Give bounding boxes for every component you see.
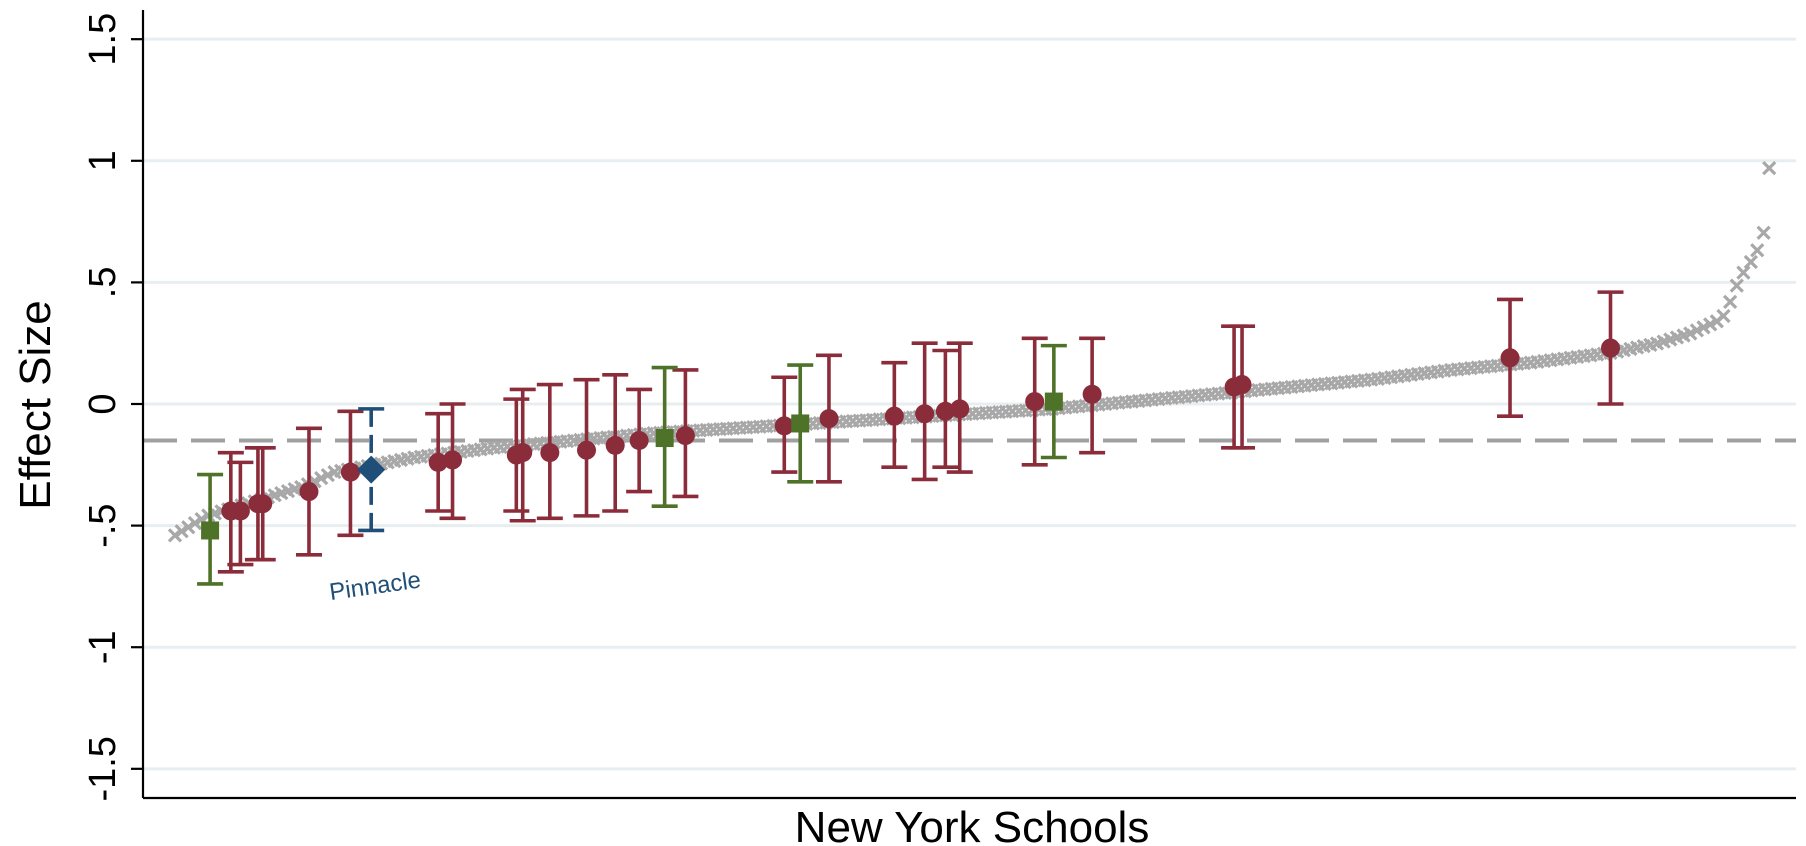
school-point [167,528,183,543]
school-point [1750,243,1765,258]
estimate-marker-circle [819,409,839,429]
estimate-marker-circle [605,435,625,455]
x-axis-title: New York Schools [795,803,1150,846]
estimate-marker-diamond [357,455,386,484]
estimate-marker-square [791,414,810,433]
school-point [181,520,196,535]
estimate-marker-circle [513,443,533,463]
estimate-marker-square [1044,392,1063,411]
y-tick-label: 1.5 [82,13,124,66]
estimate-marker-circle [884,406,904,426]
estimate-marker-circle [950,399,970,419]
highlighted-points [201,338,1620,540]
estimate-marker-square [655,429,674,448]
y-tick-label: .5 [82,267,124,299]
estimate-marker-circle [577,440,597,460]
estimate-marker-circle [935,401,955,421]
y-tick-label: -.5 [82,503,124,547]
estimate-marker-circle [1025,392,1045,412]
estimate-marker-circle [915,404,935,424]
estimate-marker-circle [253,494,273,514]
school-point [1722,294,1738,309]
axes [131,10,1796,800]
y-tick-label: 0 [82,393,124,414]
error-bars [197,290,1624,586]
estimate-marker-circle [340,462,360,482]
background-points [167,160,1777,543]
estimate-marker-circle [629,430,649,450]
school-point [1743,254,1758,270]
estimate-marker-circle [230,501,250,521]
school-point [174,524,189,539]
y-tick-label: -1 [82,630,124,664]
school-point [187,516,203,531]
school-point [1716,308,1731,324]
gridlines [143,37,1796,771]
estimate-marker-circle [1601,338,1620,358]
estimate-marker-circle [443,450,463,470]
school-point [1736,265,1751,280]
estimate-marker-circle [299,482,319,502]
estimate-marker-circle [1232,375,1252,395]
estimate-marker-square [201,521,220,540]
school-point [1762,160,1777,176]
y-axis-title: Effect Size [11,300,60,510]
school-point [1729,278,1744,293]
y-tick-label: -1.5 [82,736,124,801]
pinnacle-annotation: Pinnacle [328,567,423,607]
y-tick-label: 1 [82,150,124,171]
estimate-marker-circle [428,452,448,472]
annotations: Pinnacle [328,567,423,607]
estimate-marker-circle [675,426,695,446]
school-point [1756,225,1771,240]
estimate-marker-circle [1082,384,1102,404]
estimate-marker-circle [540,443,560,463]
estimate-marker-circle [1500,348,1520,368]
axis-labels: -1.5 -1 -.5 0 .5 1 1.5 [82,13,124,802]
estimate-marker-circle [774,416,794,436]
